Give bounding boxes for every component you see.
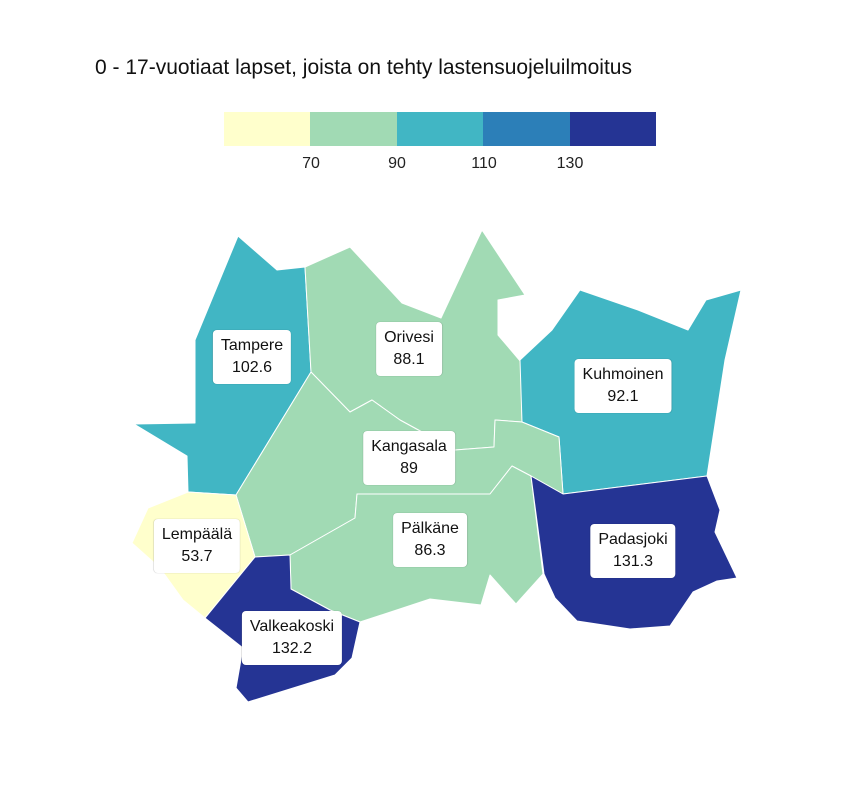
label-valkeakoski: Valkeakoski 132.2	[241, 611, 343, 665]
label-lempaala-name: Lempäälä	[161, 526, 233, 543]
label-tampere: Tampere 102.6	[212, 330, 292, 384]
legend-swatch-4	[483, 112, 570, 146]
legend-swatch-2	[310, 112, 397, 146]
legend-swatch-1	[224, 112, 311, 146]
color-legend	[224, 112, 656, 146]
label-padasjoki: Padasjoki 131.3	[590, 524, 676, 578]
label-orivesi-value: 88.1	[393, 351, 425, 368]
label-valkeakoski-value: 132.2	[271, 640, 313, 657]
label-kangasala-name: Kangasala	[371, 438, 447, 455]
legend-tick-90: 90	[388, 155, 406, 172]
label-tampere-value: 102.6	[231, 359, 273, 376]
label-kangasala-value: 89	[400, 460, 418, 477]
label-kuhmoinen-name: Kuhmoinen	[582, 366, 664, 383]
label-padasjoki-value: 131.3	[612, 553, 654, 570]
label-tampere-name: Tampere	[220, 337, 284, 354]
legend-tick-130: 130	[556, 155, 584, 172]
label-palkane-value: 86.3	[414, 542, 446, 559]
label-kuhmoinen-value: 92.1	[607, 388, 639, 405]
legend-swatch-5	[569, 112, 656, 146]
label-kuhmoinen: Kuhmoinen 92.1	[574, 359, 672, 413]
label-palkane-name: Pälkäne	[401, 520, 459, 537]
label-kangasala: Kangasala 89	[363, 431, 455, 485]
label-palkane: Pälkäne 86.3	[393, 513, 467, 567]
label-padasjoki-name: Padasjoki	[598, 531, 668, 548]
legend-swatch-3	[396, 112, 484, 146]
label-lempaala-value: 53.7	[181, 548, 213, 565]
label-lempaala: Lempäälä 53.7	[153, 519, 241, 573]
label-orivesi-name: Orivesi	[384, 329, 434, 346]
label-orivesi: Orivesi 88.1	[376, 322, 442, 376]
legend-tick-70: 70	[302, 155, 320, 172]
map-title: 0 - 17-vuotiaat lapset, joista on tehty …	[95, 56, 632, 79]
label-valkeakoski-name: Valkeakoski	[249, 618, 335, 635]
legend-tick-110: 110	[471, 155, 497, 172]
